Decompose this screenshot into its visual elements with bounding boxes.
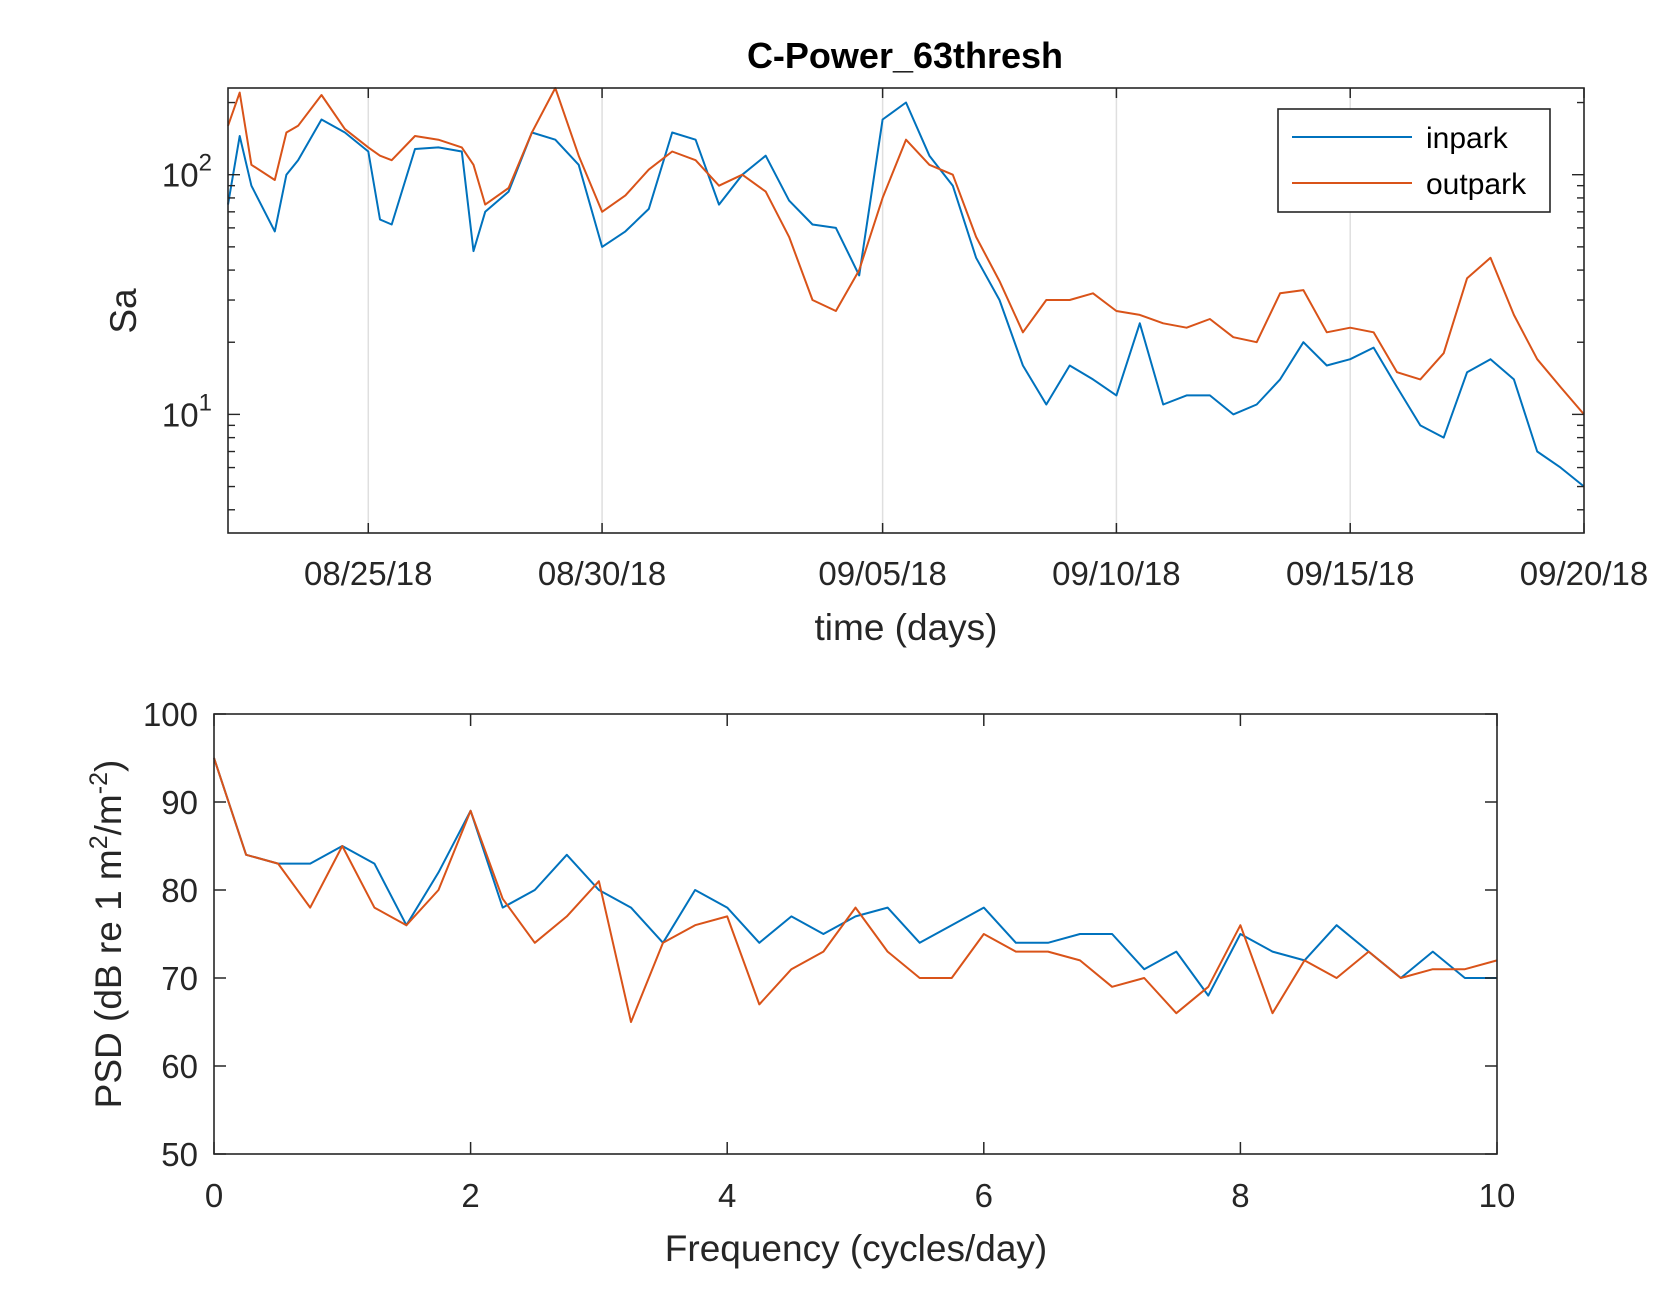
series-line-outpark: [213, 757, 1498, 1023]
y-axis-label-part: /m: [88, 794, 129, 835]
plot-area-frame: [227, 87, 1585, 534]
axis-ticks: [213, 713, 1498, 1155]
x-tick-label: 09/15/18: [1286, 555, 1414, 592]
x-tick-label: 2: [461, 1177, 479, 1214]
x-axis-label: Frequency (cycles/day): [665, 1228, 1047, 1269]
x-tick-label: 08/30/18: [538, 555, 666, 592]
x-tick-label: 6: [975, 1177, 993, 1214]
legend-box: [1277, 108, 1551, 213]
y-tick-label: 80: [161, 872, 198, 909]
x-axis-label: time (days): [815, 607, 998, 648]
y-axis-label-sup: 2: [85, 835, 113, 849]
legend-label-outpark: outpark: [1426, 168, 1527, 201]
series-lines: [213, 757, 1498, 1023]
y-tick-label: 100: [143, 696, 198, 733]
y-tick-label: 60: [161, 1048, 198, 1085]
y-axis-label: PSD (dB re 1 m2/m-2): [85, 760, 129, 1109]
y-tick-label: 90: [161, 784, 198, 821]
y-tick-label: 70: [161, 960, 198, 997]
chart-title: C-Power_63thresh: [747, 35, 1063, 76]
legend-label-inpark: inpark: [1426, 122, 1509, 155]
y-tick-exponent: 2: [199, 150, 212, 177]
x-tick-label: 4: [718, 1177, 736, 1214]
y-tick-exponent: 1: [199, 389, 212, 416]
x-tick-labels: 0 2 4 6 8 10: [205, 1177, 1516, 1214]
x-tick-label: 8: [1231, 1177, 1249, 1214]
series-lines: [227, 87, 1585, 488]
series-line-inpark: [227, 101, 1585, 488]
axis-ticks: [228, 88, 1585, 533]
x-tick-label: 09/20/18: [1520, 555, 1648, 592]
y-axis-label: Sa: [103, 288, 144, 334]
y-tick-labels: 50 60 70 80 90 100: [143, 696, 198, 1173]
legend: inpark outpark: [1277, 108, 1551, 213]
y-axis-label-part: PSD (dB re 1 m: [88, 849, 129, 1108]
y-axis-label-sup: -2: [85, 772, 113, 794]
y-tick-label: 50: [161, 1136, 198, 1173]
series-line-outpark: [227, 87, 1585, 416]
bottom-chart: 0 2 4 6 8 10 50 60 70 80 90 100 Frequency (cycles/…: [85, 696, 1515, 1269]
x-tick-label: 09/10/18: [1052, 555, 1180, 592]
x-tick-labels: 08/25/18 08/30/18 09/05/18 09/10/18 09/15/18…: [304, 555, 1648, 592]
y-tick-label: 102: [162, 150, 212, 194]
y-tick-label: 101: [162, 389, 212, 433]
x-tick-label: 08/25/18: [304, 555, 432, 592]
x-tick-label: 0: [205, 1177, 223, 1214]
x-tick-label: 09/05/18: [818, 555, 946, 592]
top-chart: C-Power_63thresh 08/25/18 08/30/18 09/05/1…: [103, 35, 1648, 648]
y-axis-label-part: ): [88, 760, 129, 772]
y-tick-base: 10: [162, 157, 199, 194]
series-line-inpark: [213, 757, 1497, 997]
plot-area-frame: [213, 713, 1498, 1155]
x-tick-label: 10: [1479, 1177, 1516, 1214]
y-tick-base: 10: [162, 396, 199, 433]
